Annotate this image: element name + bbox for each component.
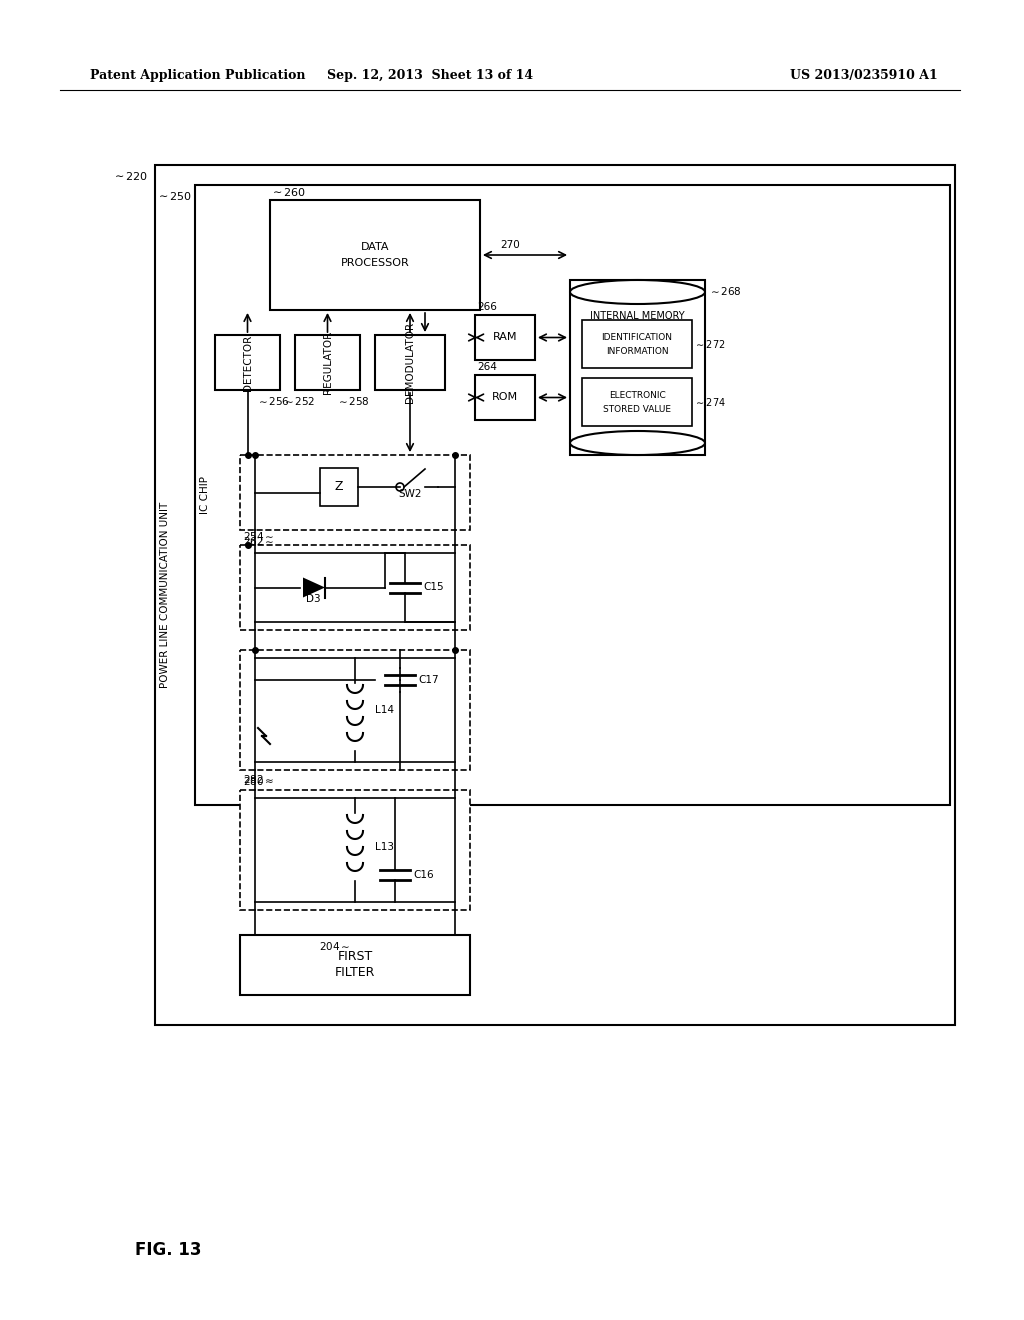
FancyBboxPatch shape [240,545,470,630]
Text: SW2: SW2 [398,488,422,499]
Text: $\sim$258: $\sim$258 [336,395,370,407]
FancyBboxPatch shape [295,335,360,389]
Text: $\sim$260: $\sim$260 [270,186,306,198]
Text: INTERNAL MEMORY: INTERNAL MEMORY [590,312,685,321]
Text: RAM: RAM [493,333,517,342]
Text: POWER LINE COMMUNICATION UNIT: POWER LINE COMMUNICATION UNIT [160,502,170,688]
Text: L13: L13 [375,842,394,851]
Text: Z: Z [335,480,343,494]
Text: ELECTRONIC: ELECTRONIC [608,391,666,400]
Text: 262$\sim$: 262$\sim$ [243,535,274,546]
Text: ROM: ROM [492,392,518,403]
FancyBboxPatch shape [240,649,470,770]
Text: IDENTIFICATION: IDENTIFICATION [601,333,673,342]
Text: 282$\sim$: 282$\sim$ [243,774,274,785]
Text: 264: 264 [477,362,497,372]
Text: US 2013/0235910 A1: US 2013/0235910 A1 [790,69,938,82]
Polygon shape [303,578,325,598]
Text: $\sim$268: $\sim$268 [708,285,741,297]
Text: DEMODULATOR: DEMODULATOR [406,322,415,403]
FancyBboxPatch shape [582,378,692,426]
FancyBboxPatch shape [375,335,445,389]
Text: $\sim$274: $\sim$274 [694,396,726,408]
FancyBboxPatch shape [475,315,535,360]
Text: INFORMATION: INFORMATION [605,346,669,355]
FancyBboxPatch shape [215,335,280,389]
Text: 204$\sim$: 204$\sim$ [319,940,350,952]
FancyBboxPatch shape [240,935,470,995]
Text: STORED VALUE: STORED VALUE [603,404,671,413]
Text: PROCESSOR: PROCESSOR [341,257,410,268]
Text: 270: 270 [500,240,520,249]
Text: $\sim$220: $\sim$220 [112,170,148,182]
FancyBboxPatch shape [270,201,480,310]
FancyBboxPatch shape [240,455,470,531]
FancyBboxPatch shape [155,165,955,1026]
Text: IC CHIP: IC CHIP [200,477,210,513]
FancyBboxPatch shape [195,185,950,805]
Text: FILTER: FILTER [335,966,375,979]
Text: C16: C16 [413,870,433,880]
Text: L14: L14 [375,705,394,715]
FancyBboxPatch shape [570,280,705,455]
Text: $\sim$256: $\sim$256 [256,395,290,407]
Ellipse shape [570,432,705,455]
Text: C17: C17 [418,675,438,685]
FancyBboxPatch shape [475,375,535,420]
Text: 254$\sim$: 254$\sim$ [243,531,274,543]
Text: $\sim$252: $\sim$252 [282,395,315,407]
Text: FIRST: FIRST [337,950,373,964]
Text: $\sim$250: $\sim$250 [156,190,193,202]
Text: C15: C15 [423,582,443,593]
Text: D3: D3 [306,594,321,605]
Text: DETECTOR: DETECTOR [243,334,253,391]
FancyBboxPatch shape [582,319,692,368]
Text: REGULATOR: REGULATOR [323,331,333,395]
Text: Patent Application Publication: Patent Application Publication [90,69,305,82]
Text: $\sim$272: $\sim$272 [694,338,726,350]
FancyBboxPatch shape [319,469,358,506]
Text: Sep. 12, 2013  Sheet 13 of 14: Sep. 12, 2013 Sheet 13 of 14 [327,69,534,82]
Text: FIG. 13: FIG. 13 [135,1241,202,1259]
Text: 280$\sim$: 280$\sim$ [243,775,274,787]
Text: 266: 266 [477,302,497,312]
FancyBboxPatch shape [240,789,470,909]
Ellipse shape [570,280,705,304]
Text: DATA: DATA [360,242,389,252]
